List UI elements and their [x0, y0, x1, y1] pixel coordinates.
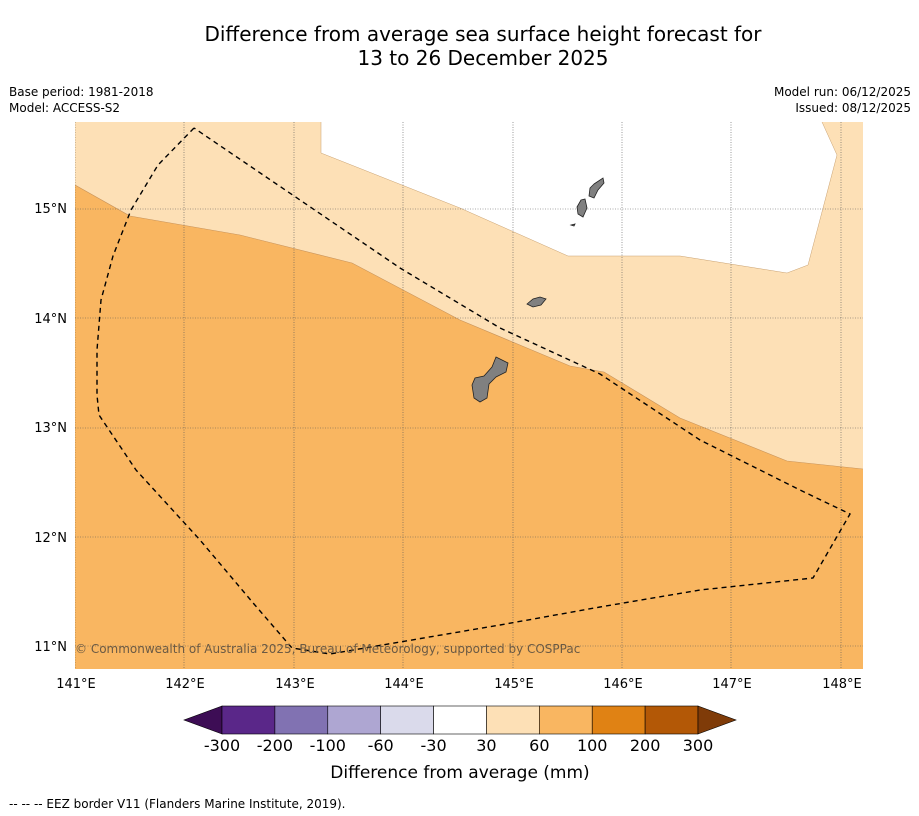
footer-note: -- -- -- EEZ border V11 (Flanders Marine… — [9, 797, 346, 811]
lat-label: 14°N — [34, 312, 67, 327]
island-aguijan — [569, 223, 576, 227]
lon-label: 145°E — [494, 677, 534, 692]
title-line-1: Difference from average sea surface heig… — [204, 22, 762, 46]
title-line-2: 13 to 26 December 2025 — [357, 46, 609, 70]
eez-border — [96, 127, 851, 655]
lon-label: 143°E — [275, 677, 315, 692]
band-below-30 — [321, 122, 837, 273]
island-tinian — [576, 198, 588, 218]
issued-date: Issued: 08/12/2025 — [795, 101, 911, 115]
lon-label: 142°E — [165, 677, 205, 692]
grid-lines — [75, 122, 863, 669]
island-saipan — [588, 177, 605, 199]
island-guam — [471, 356, 509, 403]
map-plot-area — [75, 122, 863, 669]
colorbar-segment — [274, 705, 329, 735]
lon-label: 148°E — [822, 677, 862, 692]
copyright-text: © Commonwealth of Australia 2025, Bureau… — [75, 642, 580, 656]
colorbar-segment — [380, 705, 434, 735]
lon-label: 144°E — [384, 677, 424, 692]
colorbar-segment — [486, 705, 540, 735]
islands — [471, 177, 605, 403]
colorbar-segment — [591, 705, 646, 735]
lon-label: 141°E — [56, 677, 96, 692]
lon-label: 146°E — [603, 677, 643, 692]
map-title: Difference from average sea surface heig… — [0, 22, 919, 70]
colorbar-tick-label: 300 — [683, 736, 714, 755]
lat-label: 15°N — [34, 202, 67, 217]
colorbar: -300 -200 -100 -60 -30 30 60 100 200 300 — [183, 705, 737, 755]
colorbar-tick-label: 200 — [630, 736, 661, 755]
colorbar-segment — [327, 705, 381, 735]
metadata-right: Model run: 06/12/2025 Issued: 08/12/2025 — [774, 84, 911, 116]
lat-label: 13°N — [34, 421, 67, 436]
colorbar-segment — [644, 705, 699, 735]
colorbar-extend-low — [183, 705, 223, 735]
colorbar-tick-label: 60 — [529, 736, 549, 755]
lat-labels: 15°N 14°N 13°N 12°N 11°N — [34, 202, 67, 655]
colorbar-tick-label: 30 — [476, 736, 496, 755]
lon-label: 147°E — [712, 677, 752, 692]
base-period: Base period: 1981-2018 — [9, 85, 154, 99]
metadata-left: Base period: 1981-2018 Model: ACCESS-S2 — [9, 84, 154, 116]
colorbar-tick-label: -60 — [368, 736, 394, 755]
colorbar-segment — [221, 705, 276, 735]
colorbar-segment — [433, 705, 487, 735]
model-name: Model: ACCESS-S2 — [9, 101, 121, 115]
colorbar-extend-high — [697, 705, 737, 735]
colorbar-tick-label: -300 — [204, 736, 240, 755]
model-run: Model run: 06/12/2025 — [773, 85, 911, 99]
lon-labels: 141°E 142°E 143°E 144°E 145°E 146°E 147°… — [56, 677, 862, 692]
band-60-100 — [75, 185, 863, 669]
colorbar-tick-label: -100 — [310, 736, 346, 755]
colorbar-tick-label: -30 — [420, 736, 446, 755]
colorbar-title: Difference from average (mm) — [330, 763, 589, 783]
colorbar-tick-label: 100 — [577, 736, 608, 755]
lat-label: 12°N — [34, 531, 67, 546]
colorbar-tick-label: -200 — [257, 736, 293, 755]
lat-label: 11°N — [34, 640, 67, 655]
colorbar-segment — [539, 705, 593, 735]
island-rota — [526, 296, 547, 308]
